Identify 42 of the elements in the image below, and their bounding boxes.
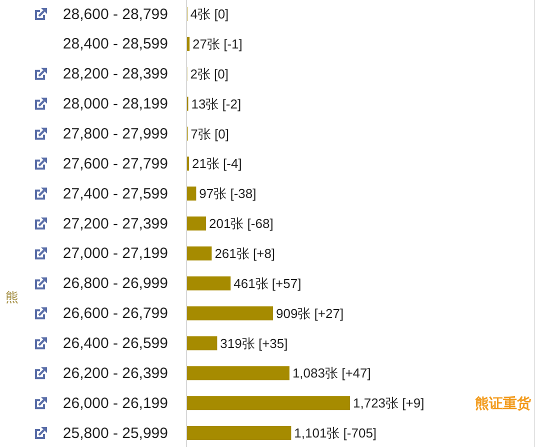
bar — [187, 276, 231, 290]
y-tick-label: 28,200 - 28,399 — [62, 66, 168, 83]
y-tick-label: 28,600 - 28,799 — [62, 6, 168, 23]
text: 熊证重货 — [475, 394, 532, 411]
data-label: 2张 [0] — [190, 66, 228, 82]
data-label: 1,723张 [+9] — [353, 396, 424, 411]
data-label: 1,101张 [-705] — [294, 426, 377, 441]
y-tick-label: 25,800 - 25,999 — [62, 424, 168, 442]
y-tick-label: 26,000 - 26,199 — [62, 394, 168, 412]
data-label: 909张 [+27] — [276, 306, 344, 321]
y-tick-label: 27,200 - 27,399 — [62, 215, 168, 232]
data-label: 1,083张 [+47] — [292, 366, 371, 381]
bar — [187, 36, 190, 51]
bar — [187, 396, 350, 410]
bar — [187, 426, 292, 440]
bar — [187, 186, 196, 201]
y-tick-label: 26,800 - 26,999 — [62, 275, 168, 292]
y-tick-label: 26,600 - 26,799 — [62, 305, 168, 322]
bar — [187, 366, 290, 380]
y-tick-label: 28,000 - 28,199 — [62, 96, 168, 113]
data-label: 13张 [-2] — [191, 96, 242, 112]
bar — [187, 216, 206, 230]
data-label: 7张 [0] — [190, 126, 229, 142]
y-tick-label: 28,400 - 28,599 — [62, 36, 168, 53]
y-tick-label: 26,200 - 26,399 — [62, 364, 168, 382]
data-label: 319张 [+35] — [220, 336, 288, 351]
bar — [187, 306, 273, 320]
data-label: 4张 [0] — [190, 6, 229, 22]
data-label: 97张 [-38] — [199, 186, 256, 202]
y-tick-label: 26,400 - 26,599 — [62, 335, 168, 352]
y-tick-label: 27,400 - 27,599 — [62, 185, 168, 202]
bar — [187, 246, 212, 260]
data-label: 201张 [-68] — [209, 216, 274, 232]
data-label: 27张 [-1] — [192, 36, 242, 52]
y-axis-title: 熊 — [6, 290, 18, 305]
data-label: 261张 [+8] — [214, 246, 276, 261]
bar — [187, 336, 218, 350]
data-label: 461张 [+57] — [234, 276, 302, 291]
y-tick-label: 27,000 - 27,199 — [62, 245, 168, 262]
y-tick-label: 27,600 - 27,799 — [62, 155, 168, 172]
data-label: 21张 [-4] — [192, 156, 242, 172]
y-tick-label: 27,800 - 27,999 — [62, 126, 168, 143]
